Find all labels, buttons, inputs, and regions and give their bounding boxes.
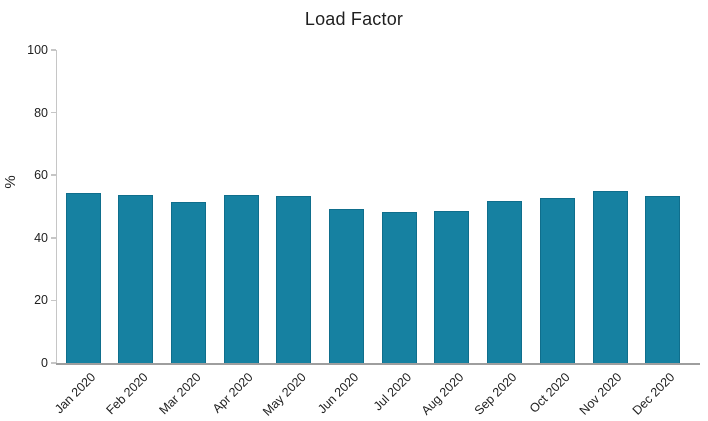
- y-tick-label: 40: [34, 230, 48, 245]
- y-tick-label: 80: [34, 105, 48, 120]
- bar-aug-2020: [434, 210, 470, 363]
- bar-feb-2020: [118, 194, 154, 363]
- x-tick-label: Jul 2020: [370, 370, 415, 414]
- bar-jan-2020: [65, 193, 101, 363]
- x-tick-label: Oct 2020: [526, 370, 573, 416]
- chart-title: Load Factor: [304, 9, 404, 29]
- bar-oct-2020: [539, 197, 575, 363]
- bar-jun-2020: [329, 208, 364, 363]
- x-tick-label: Aug 2020: [419, 370, 467, 418]
- x-tick-label: Mar 2020: [156, 370, 204, 418]
- bar-sep-2020: [487, 201, 523, 363]
- x-tick-label: Jan 2020: [51, 370, 98, 417]
- y-tick-label: 0: [41, 356, 48, 370]
- bar-dec-2020: [645, 196, 681, 363]
- y-tick-label: 100: [27, 43, 48, 57]
- y-axis-line: [55, 50, 57, 363]
- bar-may-2020: [276, 196, 312, 363]
- bar-mar-2020: [170, 201, 206, 363]
- x-tick-label: May 2020: [259, 370, 309, 419]
- y-tick-label: 20: [34, 293, 48, 308]
- y-axis-title: %: [2, 175, 19, 189]
- x-axis-line: [55, 363, 700, 365]
- x-tick-label: Nov 2020: [577, 370, 625, 418]
- x-tick-label: Dec 2020: [629, 370, 678, 418]
- bar-nov-2020: [592, 191, 628, 363]
- x-tick-label: Sep 2020: [471, 370, 520, 418]
- x-tick-label: Jun 2020: [315, 370, 362, 417]
- bar-jul-2020: [381, 212, 417, 363]
- x-tick-label: Feb 2020: [103, 370, 151, 418]
- x-tick-label: Apr 2020: [210, 370, 257, 416]
- bar-apr-2020: [223, 194, 259, 363]
